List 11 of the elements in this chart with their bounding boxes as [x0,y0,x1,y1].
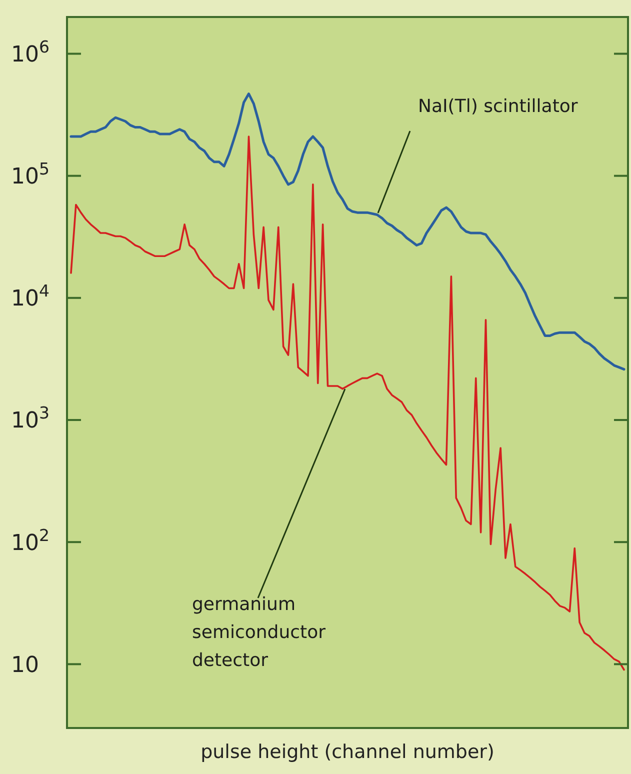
y-tick-label: 10$^{3}$ [11,403,50,434]
y-tick-label: 10 [11,652,39,678]
y-tick-label: 10$^{6}$ [11,36,50,68]
y-tick-label: 10$^{5}$ [11,159,50,190]
annotation: germanium semiconductor detector [192,594,326,671]
line-series [70,136,625,671]
y-tick-label: 10$^{4}$ [11,281,50,312]
line-series [70,92,626,371]
annotation: NaI(Tl) scintillator [418,96,578,117]
y-tick-label: 10$^{2}$ [11,525,50,556]
x-axis-title: pulse height (channel number) [200,741,494,763]
